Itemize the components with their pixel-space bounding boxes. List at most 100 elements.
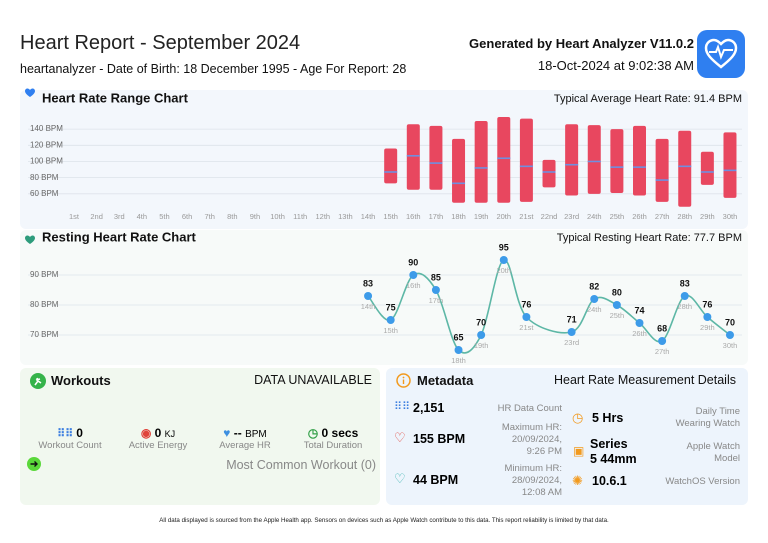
value-label: 82 [589, 281, 599, 291]
y-tick-label: 80 BPM [30, 173, 59, 182]
min-icon: ♡ [394, 471, 406, 486]
metadata-panel [386, 368, 748, 505]
x-tick-label: 7th [205, 212, 215, 221]
meta-label: Maximum HR: 20/09/2024, 9:26 PM [501, 422, 562, 457]
stat-value: -- [233, 426, 242, 440]
arrow-icon [27, 457, 41, 471]
meta-value: 2,151 [413, 401, 445, 415]
stat: ◷ 0 secs Total Duration [288, 426, 378, 451]
point [590, 295, 599, 303]
metadata-subtitle: Heart Rate Measurement Details [553, 373, 736, 387]
stat: ⠿⠿ 0 Workout Count [25, 426, 115, 451]
x-tick-label: 5th [159, 212, 169, 221]
y-tick-label: 90 BPM [30, 270, 59, 279]
stat-value: 0 [154, 426, 162, 440]
range-bar [542, 159, 556, 188]
watch-icon: ▣ [573, 444, 585, 458]
date-label: 24th [587, 305, 602, 314]
stat-label: Average HR [219, 440, 271, 451]
date-label: 23rd [564, 338, 579, 347]
point [635, 319, 644, 327]
range-bar [655, 138, 669, 202]
stat-unit: KJ [164, 429, 176, 439]
value-label: 76 [702, 299, 712, 309]
resting-annotation: Typical Resting Heart Rate: 77.7 BPM [557, 232, 742, 244]
x-tick-label: 18th [451, 212, 466, 221]
timestamp: 18-Oct-2024 at 9:02:38 AM [537, 58, 694, 73]
stat-label: Workout Count [38, 440, 102, 451]
time-icon: ◷ [572, 410, 584, 425]
x-tick-label: 6th [182, 212, 192, 221]
workouts-panel [20, 368, 380, 505]
point [680, 292, 689, 300]
range-panel [20, 90, 748, 229]
range-bar [700, 151, 714, 185]
meta-label: HR Data Count [497, 403, 562, 414]
range-bar [384, 148, 398, 184]
value-label: 68 [657, 323, 667, 333]
x-tick-label: 16th [406, 212, 421, 221]
workouts-status: DATA UNAVAILABLE [254, 373, 372, 387]
stat-label: Active Energy [128, 440, 188, 451]
range-bar [452, 138, 466, 203]
x-tick-label: 28th [677, 212, 692, 221]
generated-by: Generated by Heart Analyzer V11.0.2 [469, 36, 694, 51]
point [477, 331, 486, 339]
stat-label: Total Duration [303, 440, 363, 451]
x-tick-label: 3rd [114, 212, 125, 221]
x-tick-label: 27th [655, 212, 670, 221]
range-bar [587, 125, 601, 194]
point [725, 331, 734, 339]
y-tick-label: 120 BPM [30, 140, 63, 149]
date-label: 29th [700, 323, 715, 332]
value-label: 71 [567, 314, 577, 324]
value-label: 74 [634, 305, 644, 315]
x-tick-label: 17th [429, 212, 444, 221]
metadata-title: Metadata [417, 373, 474, 388]
meta-value: Series 5 44mm [590, 437, 637, 466]
date-label: 27th [655, 347, 670, 356]
range-annotation: Typical Average Heart Rate: 91.4 BPM [554, 93, 742, 105]
y-tick-label: 60 BPM [30, 189, 59, 198]
x-tick-label: 2nd [90, 212, 103, 221]
x-tick-label: 1st [69, 212, 80, 221]
stat-unit: BPM [245, 429, 267, 440]
x-tick-label: 21st [519, 212, 534, 221]
date-label: 19th [474, 341, 489, 350]
value-label: 95 [499, 242, 509, 252]
x-tick-label: 22nd [541, 212, 558, 221]
value-label: 90 [408, 257, 418, 267]
resting-line [367, 259, 731, 354]
meta-label: Minimum HR: 28/09/2024, 12:08 AM [504, 463, 562, 498]
date-label: 28th [677, 302, 692, 311]
range-bar [610, 129, 624, 194]
value-label: 70 [476, 317, 486, 327]
x-tick-label: 14th [361, 212, 376, 221]
stat-value: 0 secs [321, 426, 359, 440]
meta-label: Daily Time Wearing Watch [675, 406, 740, 429]
date-label: 15th [383, 326, 398, 335]
value-label: 70 [725, 317, 735, 327]
most-common-workout: Most Common Workout (0) [226, 458, 376, 472]
meta-value: 44 BPM [413, 473, 459, 487]
x-tick-label: 24th [587, 212, 602, 221]
point [386, 316, 395, 324]
range-bar [429, 125, 443, 190]
y-tick-label: 80 BPM [30, 300, 59, 309]
x-tick-label: 29th [700, 212, 715, 221]
stat: ◉ 0 KJ Active Energy [113, 426, 203, 451]
workout-icon [30, 373, 46, 389]
point [364, 292, 373, 300]
date-label: 20th [496, 266, 511, 275]
value-label: 83 [680, 278, 690, 288]
range-bar [633, 125, 646, 196]
value-label: 65 [454, 332, 464, 342]
value-label: 75 [386, 302, 396, 312]
report-title: Heart Report - September 2024 [20, 32, 301, 54]
footer: All data displayed is sourced from the A… [159, 517, 609, 524]
resting-title: Resting Heart Rate Chart [42, 229, 197, 244]
stat: ♥ -- BPM Average HR [200, 426, 290, 451]
value-label: 76 [521, 299, 531, 309]
